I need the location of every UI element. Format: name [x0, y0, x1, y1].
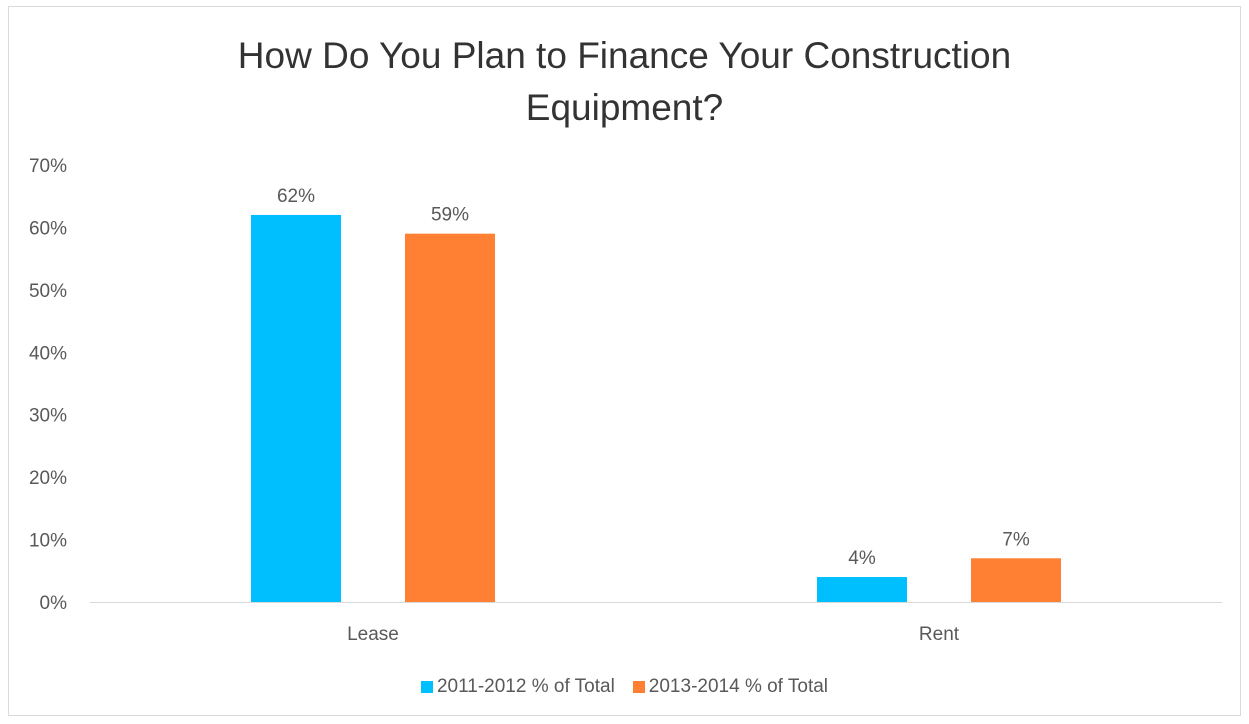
y-tick-label: 30% [29, 406, 67, 427]
x-category-label-lease: Lease [347, 624, 399, 645]
y-tick-label: 0% [40, 593, 68, 614]
x-category-label-rent: Rent [919, 624, 960, 645]
chart-title: How Do You Plan to Finance Your Construc… [0, 30, 1249, 134]
legend-swatch-series-1 [420, 681, 433, 693]
data-label-rent-series-1: 4% [848, 548, 876, 569]
y-tick-label: 70% [29, 156, 67, 177]
y-tick-label: 50% [29, 281, 67, 302]
chart-legend: 2011-2012 % of Total 2013-2014 % of Tota… [0, 676, 1249, 698]
y-tick-label: 10% [29, 531, 67, 552]
legend-swatch-series-2 [632, 681, 645, 693]
data-label-lease-series-1: 62% [277, 186, 315, 207]
bar-rent-series-2 [971, 558, 1061, 602]
legend-item-series-1: 2011-2012 % of Total [420, 676, 615, 698]
y-tick-label: 20% [29, 468, 67, 489]
bar-rent-series-1 [817, 577, 907, 602]
legend-label-series-1: 2011-2012 % of Total [436, 676, 615, 697]
chart-title-line-1: How Do You Plan to Finance Your Construc… [237, 35, 1012, 76]
data-label-lease-series-2: 59% [431, 205, 469, 226]
legend-item-series-2: 2013-2014 % of Total [632, 676, 829, 698]
data-label-rent-series-2: 7% [1002, 529, 1030, 550]
legend-label-series-2: 2013-2014 % of Total [648, 676, 829, 697]
bar-lease-series-2 [405, 233, 495, 602]
y-tick-label: 40% [29, 343, 67, 364]
chart-title-line-2: Equipment? [525, 87, 724, 128]
bar-lease-series-1 [251, 214, 341, 602]
y-tick-label: 60% [29, 218, 67, 239]
